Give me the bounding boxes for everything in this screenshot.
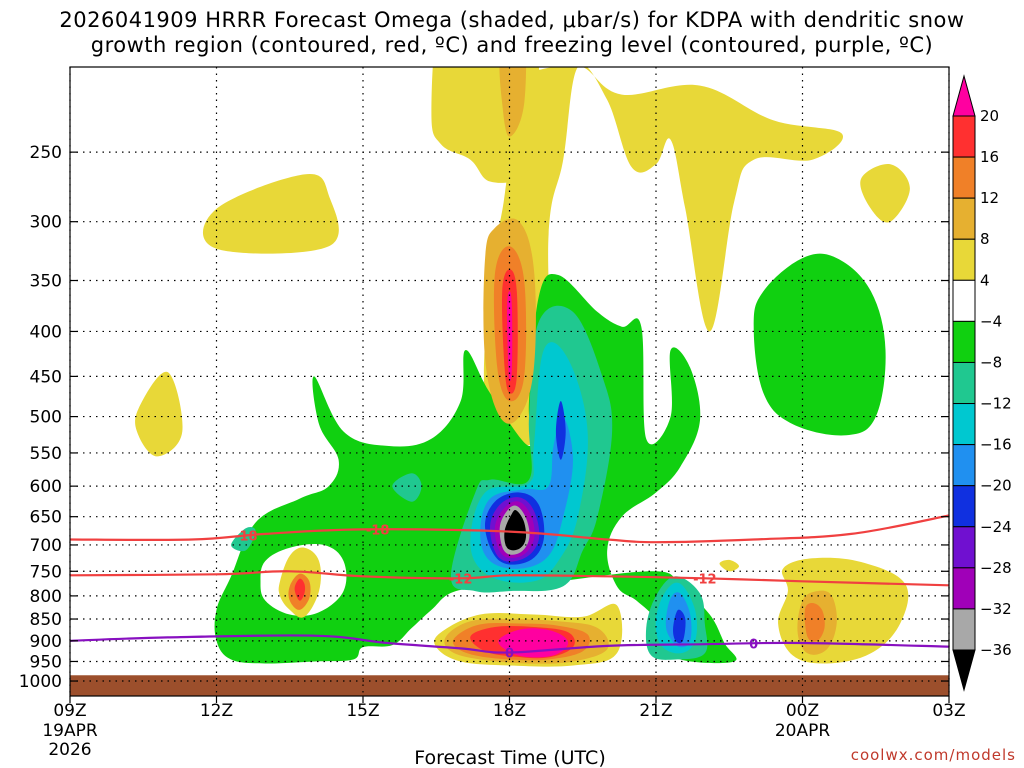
colorbar-bin--20to-16: [952, 444, 976, 487]
y-tick-label-500: 500: [30, 408, 62, 428]
omega-region-yellow-top-blob: [308, 37, 341, 59]
colorbar-bin--24to-20: [952, 485, 976, 528]
freezing-level-contour-label-0-0: 0: [505, 647, 514, 662]
x-tick-sublabel-19APR: 19APR: [42, 721, 98, 741]
colorbar-bin-12to16: [952, 156, 976, 199]
y-axis: 2503003504004505005506006507007508008509…: [19, 143, 949, 692]
chart-title: 2026041909 HRRR Forecast Omega (shaded, …: [0, 8, 1024, 58]
x-axis-label: Forecast Time (UTC): [414, 747, 605, 768]
colorbar-label-11: −28: [980, 559, 1012, 577]
colorbar-label-10: −24: [980, 518, 1012, 536]
y-tick-label-750: 750: [30, 562, 62, 582]
omega-region-magenta-plume: [507, 291, 513, 382]
colorbar-bin--36to-32: [952, 608, 976, 651]
colorbar-label-3: 8: [980, 230, 990, 248]
dgz-contour-label--18-0: -18: [234, 529, 258, 544]
colorbar-arrow-bottom: [952, 649, 976, 692]
omega-region-black-main: [504, 510, 527, 551]
colorbar-bin--8to-4: [952, 320, 976, 363]
dgz-contour-label--12-1: -12: [693, 572, 717, 587]
y-tick-label-250: 250: [30, 143, 62, 163]
colorbar-label-8: −16: [980, 436, 1012, 454]
y-tick-label-850: 850: [30, 610, 62, 630]
y-tick-label-900: 900: [30, 632, 62, 652]
omega-region-darkblue-upper: [555, 401, 566, 460]
y-tick-label-600: 600: [30, 477, 62, 497]
dgz-contour--18: [70, 514, 949, 544]
colorbar-bin--12to-8: [952, 361, 976, 405]
y-tick-label-700: 700: [30, 536, 62, 556]
colorbar-bin-4to8: [952, 238, 976, 281]
dgz-contour-label--18-1: -18: [366, 524, 390, 539]
x-tick-label-21Z: 21Z: [639, 701, 672, 721]
y-tick-label-1000: 1000: [19, 672, 62, 692]
chart-title-line-1: 2026041909 HRRR Forecast Omega (shaded, …: [59, 8, 965, 32]
colorbar-bin-16to20: [952, 115, 976, 158]
colorbar-bin--32to-28: [952, 567, 976, 610]
omega-region-red-inside-hole: [294, 578, 306, 601]
y-tick-label-450: 450: [30, 367, 62, 387]
y-tick-label-300: 300: [30, 213, 62, 233]
freezing-level-contour-label-0-1: 0: [749, 638, 758, 653]
y-tick-label-800: 800: [30, 587, 62, 607]
chart-title-line-2: growth region (contoured, red, ºC) and f…: [90, 33, 934, 57]
omega-shading: [135, 37, 910, 667]
colorbar-arrow-top: [952, 74, 976, 117]
colorbar-bin-8to12: [952, 197, 976, 240]
y-tick-label-400: 400: [30, 322, 62, 342]
colorbar-label-5: −4: [980, 312, 1002, 330]
y-tick-label-950: 950: [30, 652, 62, 672]
colorbar-bin--28to-24: [952, 526, 976, 569]
omega-region-yellow-small-right: [719, 559, 739, 572]
dgz-contour--12: [70, 570, 949, 587]
omega-region-teal-left: [231, 526, 256, 552]
x-tick-label-18Z: 18Z: [493, 701, 526, 721]
colorbar-label-9: −20: [980, 477, 1012, 495]
colorbar-bin--4to4: [952, 279, 976, 322]
dgz-contour-label--12-0: -12: [449, 572, 473, 587]
colorbar-label-2: 12: [980, 189, 999, 207]
freezing-level-contour-0: [70, 634, 949, 654]
omega-region-green-right-blob: [753, 253, 886, 436]
contour-lines: -18 -18 -12 -12 0 0: [70, 514, 949, 662]
omega-region-teal-mid: [392, 473, 422, 502]
omega-region-yellow-low-left: [135, 371, 183, 457]
colorbar-bin--16to-12: [952, 403, 976, 446]
colorbar-label-6: −8: [980, 353, 1002, 371]
x-tick-label-09Z: 09Z: [53, 701, 86, 721]
site-credit: coolwx.com/models: [850, 746, 1016, 764]
x-tick-label-03Z: 03Z: [932, 701, 965, 721]
y-tick-label-650: 650: [30, 508, 62, 528]
omega-region-orange-right-blob: [804, 603, 825, 642]
colorbar-legend: 20 16 12 8 4 −4 −8 −12 −16 −20 −24 −28 −32 −36: [952, 74, 1012, 692]
colorbar-label-0: 20: [980, 107, 999, 125]
colorbar-label-12: −32: [980, 600, 1012, 618]
colorbar-label-1: 16: [980, 148, 999, 166]
x-tick-sublabel-2026: 2026: [48, 740, 91, 760]
x-tick-sublabel-20APR: 20APR: [775, 721, 831, 741]
colorbar-label-7: −12: [980, 395, 1012, 413]
omega-region-yellow-top-right: [860, 163, 910, 223]
omega-region-yellow-top-left: [202, 174, 339, 254]
x-tick-label-12Z: 12Z: [200, 701, 233, 721]
colorbar-label-4: 4: [980, 271, 990, 289]
x-tick-label-15Z: 15Z: [346, 701, 379, 721]
omega-region-tan-plume-top: [499, 67, 527, 137]
colorbar-label-13: −36: [980, 641, 1012, 659]
y-tick-label-550: 550: [30, 444, 62, 464]
omega-region-darkblue-right: [673, 609, 686, 644]
x-tick-label-00Z: 00Z: [786, 701, 819, 721]
y-tick-label-350: 350: [30, 272, 62, 292]
